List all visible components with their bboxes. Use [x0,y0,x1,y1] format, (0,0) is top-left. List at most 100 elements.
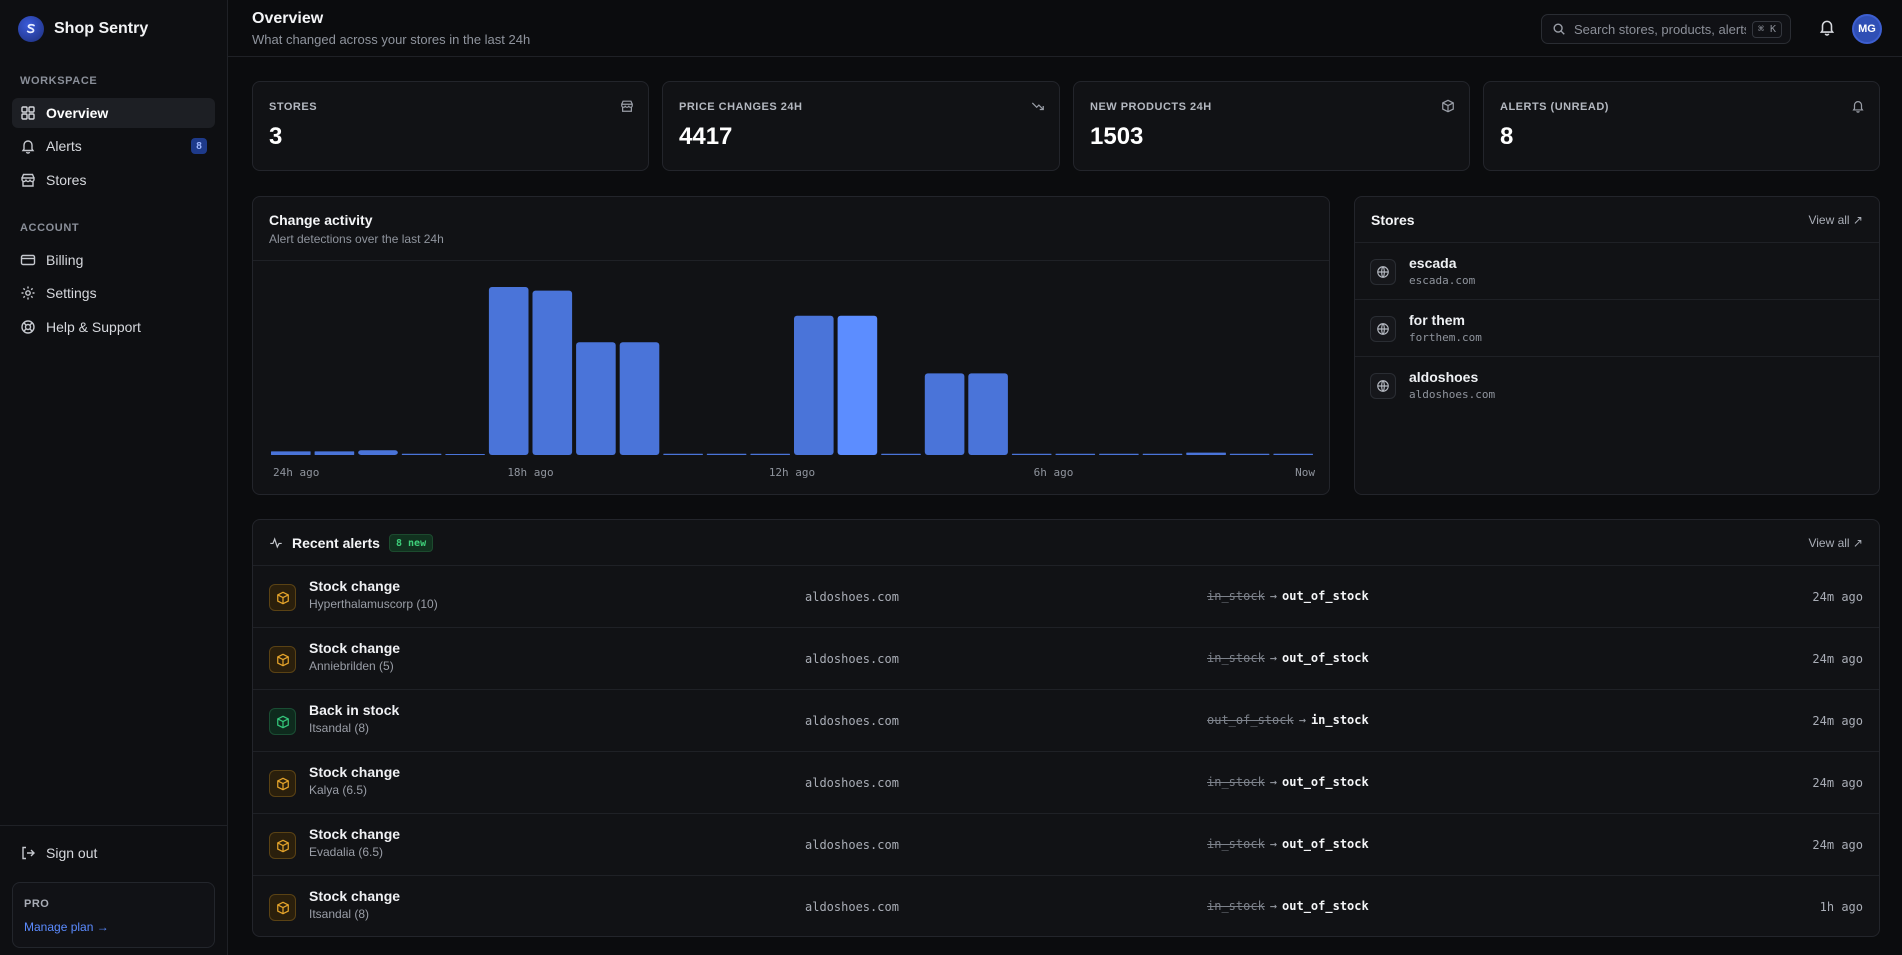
chart-bar[interactable] [1142,453,1183,455]
chart-bar[interactable] [1229,453,1270,455]
alert-store-domain: aldoshoes.com [805,714,899,728]
sign-out-button[interactable]: Sign out [12,838,215,868]
alert-row[interactable]: Stock change Itsandal (8) aldoshoes.com in_… [253,875,1879,937]
chart-bar[interactable] [837,315,878,455]
alert-row[interactable]: Stock change Evadalia (6.5) aldoshoes.com i… [253,813,1879,875]
store-domain: forthem.com [1409,331,1482,344]
recent-alerts-panel: Recent alerts 8 new View all ↗ Stock cha… [252,519,1880,937]
alert-row[interactable]: Stock change Hyperthalamuscorp (10) aldosh… [253,565,1879,627]
page-title: Overview [252,10,324,27]
store-name: aldoshoes [1409,369,1479,385]
previous-status: in_stock [1207,775,1265,789]
sidebar-item-overview[interactable]: Overview [12,98,215,128]
chart-bar[interactable] [445,454,485,455]
bell-icon [1819,20,1835,36]
chart-bar[interactable] [1011,453,1052,455]
chart-bar[interactable] [1055,453,1096,455]
alert-row[interactable]: Stock change Anniebrilden (5) aldoshoes.co… [253,627,1879,689]
store-domain: escada.com [1409,274,1476,287]
sidebar-item-billing[interactable]: Billing [12,245,215,275]
search-box[interactable]: ⌘ K [1541,14,1791,44]
sign-out-icon [22,846,35,860]
chart-bar[interactable] [706,453,747,455]
chart-bar[interactable] [1099,453,1139,455]
store-icon [21,173,35,187]
stores-panel: Stores View all ↗ escada escada.com for … [1354,196,1880,495]
store-row-for-them[interactable]: for them forthem.com [1355,299,1879,356]
sidebar: Shop Sentry WORKSPACE Overview Alerts 8 … [0,0,228,955]
chart-bar[interactable] [619,342,660,455]
globe-icon [1370,316,1396,342]
new-alerts-badge: 8 new [389,534,434,552]
sidebar-item-help-support[interactable]: Help & Support [12,312,215,342]
arrow-right-icon: → [1269,775,1278,789]
chart-bar[interactable] [750,453,790,455]
stat-label: ALERTS (UNREAD) [1500,101,1609,113]
stat-value: 3 [269,123,283,150]
alert-title: Stock change [309,764,401,780]
store-row-aldoshoes[interactable]: aldoshoes aldoshoes.com [1355,356,1879,413]
globe-icon [1370,373,1396,399]
x-tick-label: 24h ago [273,466,319,479]
credit-card-icon [20,254,36,266]
new-status: out_of_stock [1282,651,1369,665]
sidebar-item-label: Billing [46,252,84,268]
manage-plan-link[interactable]: Manage plan → [24,920,109,934]
alert-time: 24m ago [1812,838,1863,852]
search-shortcut: ⌘ K [1751,21,1782,38]
stat-card-alerts-unread: ALERTS (UNREAD) 8 [1483,81,1880,171]
arrow-right-icon: → [1298,713,1306,727]
package-icon [269,770,296,797]
chart-bar[interactable] [663,453,703,455]
x-tick-label: 6h ago [1034,466,1074,479]
chart-bar[interactable] [532,290,573,455]
stores-panel-title: Stores [1371,212,1415,228]
package-icon [269,584,296,611]
trend-down-icon [1031,102,1044,111]
chart-bar[interactable] [924,373,965,455]
stat-value: 1503 [1090,123,1144,150]
alert-change: in_stock → out_of_stock [1207,651,1369,665]
sidebar-item-stores[interactable]: Stores [12,165,215,195]
chart-bar[interactable] [968,373,1008,455]
globe-icon [1370,259,1396,285]
alerts-view-all-link[interactable]: View all ↗ [1808,536,1863,550]
alert-product: Evadalia (6.5) [309,845,384,859]
alert-change: in_stock → out_of_stock [1207,775,1369,789]
change-activity-chart: 24h ago 18h ago 12h ago 6h ago Now [271,287,1315,479]
store-row-escada[interactable]: escada escada.com [1355,242,1879,299]
notifications-button[interactable] [1818,18,1838,38]
bell-icon [21,140,35,154]
bell-icon [1852,101,1864,113]
account-section-label: ACCOUNT [20,222,80,234]
recent-alerts-title: Recent alerts [292,535,380,551]
avatar[interactable]: MG [1852,14,1882,44]
alert-time: 1h ago [1819,900,1863,914]
arrow-right-icon: → [1269,899,1278,913]
sidebar-item-alerts[interactable]: Alerts 8 [12,131,215,161]
plan-box: PRO Manage plan → [12,882,215,948]
chart-bar[interactable] [1186,452,1226,455]
chart-bar[interactable] [358,450,398,455]
alert-change: in_stock → out_of_stock [1207,837,1369,851]
chart-bar[interactable] [488,287,529,455]
chart-bar[interactable] [881,453,921,455]
chart-bar[interactable] [314,451,355,455]
chart-bar[interactable] [576,342,616,455]
alert-row[interactable]: Stock change Kalya (6.5) aldoshoes.com in_s… [253,751,1879,813]
brand[interactable]: Shop Sentry [18,16,148,42]
sidebar-item-settings[interactable]: Settings [12,278,215,308]
activity-icon [270,537,282,549]
chart-bar[interactable] [271,451,311,455]
chart-bar[interactable] [401,453,442,455]
alert-product: Itsandal (8) [309,721,370,735]
stores-view-all-link[interactable]: View all ↗ [1808,213,1863,227]
gear-icon [21,286,35,300]
stat-value: 4417 [679,123,733,150]
alert-title: Stock change [309,640,401,656]
alert-row[interactable]: Back in stock Itsandal (8) aldoshoes.com ou… [253,689,1879,751]
alert-time: 24m ago [1812,714,1863,728]
chart-bar[interactable] [1273,453,1313,455]
chart-bar[interactable] [794,315,834,455]
search-input[interactable] [1574,21,1746,37]
